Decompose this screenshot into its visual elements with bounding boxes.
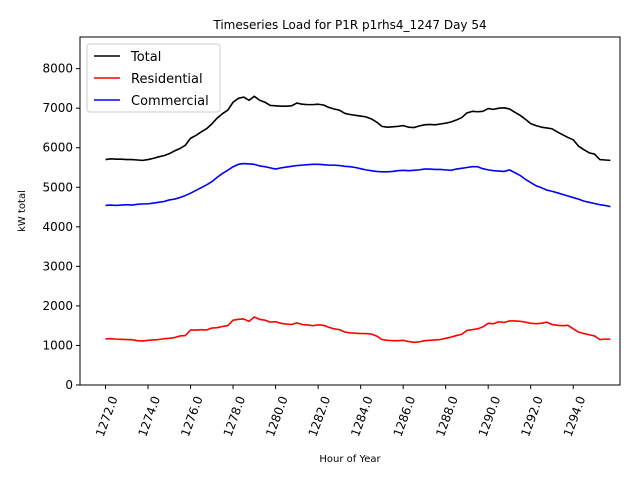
x-tick-label: 1276.0: [178, 394, 206, 438]
x-tick-label: 1294.0: [561, 394, 589, 438]
legend-label-residential: Residential: [131, 72, 203, 87]
x-tick-label: 1278.0: [221, 394, 249, 438]
x-tick-label: 1290.0: [476, 394, 504, 438]
x-tick-label: 1282.0: [306, 394, 334, 438]
series-line-commercial: [105, 162, 611, 208]
y-tick-label: 4000: [42, 220, 73, 234]
series-line-total: [105, 95, 611, 162]
y-tick-label: 6000: [42, 141, 73, 155]
legend-label-commercial: Commercial: [131, 94, 209, 109]
y-tick-label: 3000: [42, 259, 73, 273]
x-tick-label: 1280.0: [263, 394, 291, 438]
chart-title: Timeseries Load for P1R p1rhs4_1247 Day …: [212, 18, 486, 32]
legend: Total Residential Commercial: [86, 43, 221, 113]
y-tick-label: 0: [65, 378, 73, 392]
y-axis-label: kW total: [17, 190, 28, 232]
x-tick-label: 1272.0: [93, 394, 121, 438]
y-tick-label: 5000: [42, 180, 73, 194]
x-tick-label: 1274.0: [136, 394, 164, 438]
x-tick-label: 1286.0: [391, 394, 419, 438]
x-axis-label: Hour of Year: [319, 454, 381, 465]
y-tick-label: 2000: [42, 299, 73, 313]
y-tick-label: 7000: [42, 101, 73, 115]
legend-box: [86, 43, 221, 113]
series-line-residential: [105, 316, 611, 344]
x-tick-label: 1292.0: [518, 394, 546, 438]
x-tick-label: 1284.0: [348, 394, 376, 438]
y-tick-label: 8000: [42, 62, 73, 76]
x-tick-label: 1288.0: [433, 394, 461, 438]
legend-label-total: Total: [130, 50, 161, 65]
y-tick-label: 1000: [42, 338, 73, 352]
axes-frame: [79, 36, 621, 386]
